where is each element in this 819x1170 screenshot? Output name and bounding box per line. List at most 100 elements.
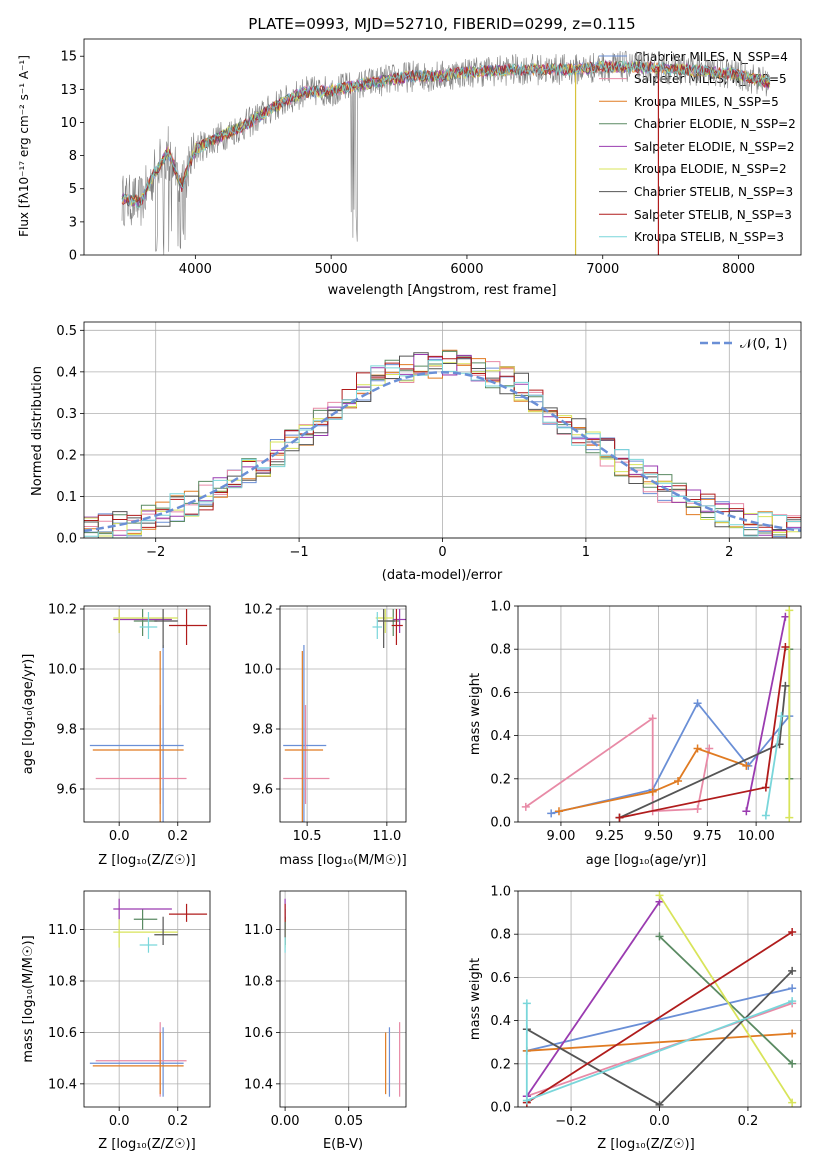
x-tick-label: 11.0 <box>372 829 401 844</box>
weight-z-point <box>655 932 664 941</box>
y-tick-label: 0.3 <box>56 407 77 422</box>
y-tick-label: 9.6 <box>252 783 273 798</box>
normal-distribution-curve <box>84 371 801 532</box>
weight_vs_age-plot-area <box>521 606 794 822</box>
weight-age-point <box>781 681 790 690</box>
y-tick-label: 0.8 <box>490 643 511 658</box>
axes-frame <box>279 605 407 823</box>
weight-age-point <box>674 776 683 785</box>
y-tick-label: 10.2 <box>244 603 273 618</box>
weight-z-point <box>788 1098 797 1107</box>
weight-z-ylabel: mass weight <box>468 958 483 1040</box>
legend-label: Kroupa MILES, N_SSP=5 <box>634 95 779 109</box>
y-tick-label: 10.2 <box>48 603 77 618</box>
mass_vs_ebv-axes: 0.00 0.05 10.4 10.6 10.8 11.0 <box>244 890 407 1129</box>
x-tick-label: 4000 <box>179 262 212 277</box>
y-tick-label: 10.0 <box>244 663 273 678</box>
y-tick-label: 0.8 <box>490 928 511 943</box>
weight_vs_age-axes: 9.00 9.25 9.50 9.75 10.00 0.0 0.2 0.4 0.6 0.8 1.0 <box>490 600 802 844</box>
spectrum-axes: 4000 5000 6000 7000 8000 0 3 5 8 10 13 15 <box>60 38 802 277</box>
weight-age-point <box>781 643 790 652</box>
mass-z-ylabel: mass [log₁₀(M/M☉)] <box>21 935 36 1062</box>
weight-age-line-salpeter_elodie <box>745 616 787 812</box>
axes-frame <box>83 890 211 1108</box>
age_vs_Z-axes: 0.0 0.2 9.6 9.8 10.0 10.2 <box>48 603 211 844</box>
weight-age-point <box>761 811 770 820</box>
residuals-axes: −2 −1 0 1 2 0.0 0.1 0.2 0.3 0.4 0.5 <box>56 321 802 560</box>
weight-age-point <box>693 744 702 753</box>
y-tick-label: 10.4 <box>48 1077 77 1092</box>
y-tick-label: 3 <box>69 215 77 230</box>
weight-z-line-salpeter_miles <box>526 1002 793 1098</box>
axes-frame <box>279 890 407 1108</box>
y-tick-label: 0.4 <box>56 365 77 380</box>
weight-age-point <box>761 783 770 792</box>
x-tick-label: −0.2 <box>555 1114 587 1129</box>
weight-z-line-chabrier_miles <box>526 987 793 1052</box>
weight-age-point <box>705 744 714 753</box>
x-tick-label: 0.2 <box>167 1114 188 1129</box>
x-tick-label: 0.0 <box>649 1114 670 1129</box>
y-tick-label: 13 <box>60 83 77 98</box>
x-tick-label: 9.50 <box>644 829 673 844</box>
y-tick-label: 11.0 <box>244 923 273 938</box>
y-tick-label: 10.4 <box>244 1077 273 1092</box>
weight-z-line-kroupa_miles <box>526 1032 793 1052</box>
residuals-xlabel: (data-model)/error <box>382 568 503 583</box>
weight-age-point <box>785 606 794 615</box>
weight-age-point <box>615 813 624 822</box>
y-tick-label: 0.6 <box>490 971 511 986</box>
axes-frame <box>517 605 802 823</box>
weight-z-point <box>788 966 797 975</box>
x-tick-label: 9.00 <box>546 829 575 844</box>
x-tick-label: −2 <box>146 545 165 560</box>
age-z-xlabel: Z [log₁₀(Z/Z☉)] <box>98 853 195 868</box>
weight-z-point <box>655 891 664 900</box>
y-tick-label: 0.2 <box>490 772 511 787</box>
weight-z-point <box>655 1100 664 1107</box>
weight_vs_Z-plot-area <box>522 891 797 1107</box>
y-tick-label: 1.0 <box>490 885 511 900</box>
spectrum-plot-area <box>121 50 771 255</box>
mass-ebv-xlabel: E(B-V) <box>323 1137 363 1152</box>
x-tick-label: 0.2 <box>738 1114 759 1129</box>
y-tick-label: 10.6 <box>48 1026 77 1041</box>
residuals-plot-area <box>84 349 801 538</box>
x-tick-label: 5000 <box>315 262 348 277</box>
age_vs_mass-plot-area <box>283 609 406 822</box>
y-tick-label: 10.8 <box>244 975 273 990</box>
x-tick-label: 0.05 <box>334 1114 363 1129</box>
x-tick-label: 0.0 <box>109 829 130 844</box>
y-tick-label: 8 <box>69 149 77 164</box>
x-tick-label: −1 <box>290 545 309 560</box>
age-mass-xlabel: mass [log₁₀(M/M☉)] <box>279 853 406 868</box>
mass-z-xlabel: Z [log₁₀(Z/Z☉)] <box>98 1137 195 1152</box>
y-tick-label: 10.8 <box>48 975 77 990</box>
mass_vs_Z-axes: 0.0 0.2 10.4 10.6 10.8 11.0 <box>48 890 211 1129</box>
x-tick-label: 0.0 <box>109 1114 130 1129</box>
weight-age-point <box>742 761 751 770</box>
x-tick-label: 9.75 <box>693 829 722 844</box>
weight-z-point <box>522 999 531 1008</box>
y-tick-label: 0.4 <box>490 729 511 744</box>
residuals-ylabel: Normed distribution <box>30 366 45 496</box>
weight-z-xlabel: Z [log₁₀(Z/Z☉)] <box>597 1137 694 1152</box>
y-tick-label: 15 <box>60 50 77 65</box>
age_vs_mass-axes: 10.5 11.0 9.6 9.8 10.0 10.2 <box>244 603 407 844</box>
weight-age-point <box>693 699 702 708</box>
y-tick-label: 10.6 <box>244 1026 273 1041</box>
y-tick-label: 10.0 <box>48 663 77 678</box>
age-z-ylabel: age [log₁₀(age/yr)] <box>21 654 36 775</box>
x-tick-label: 10.00 <box>738 829 775 844</box>
y-tick-label: 0.2 <box>490 1057 511 1072</box>
spectrum-title: PLATE=0993, MJD=52710, FIBERID=0299, z=0… <box>248 15 635 33</box>
y-tick-label: 0.0 <box>56 532 77 547</box>
legend-label: Kroupa ELODIE, N_SSP=2 <box>634 162 787 176</box>
legend-label: Salpeter STELIB, N_SSP=3 <box>634 208 792 222</box>
x-tick-label: 1 <box>582 545 590 560</box>
x-tick-label: 0.2 <box>167 829 188 844</box>
legend-label: Chabrier STELIB, N_SSP=3 <box>634 185 793 199</box>
weight-age-point <box>547 809 556 818</box>
x-tick-label: 7000 <box>586 262 619 277</box>
mass_vs_Z-plot-area <box>89 898 208 1097</box>
